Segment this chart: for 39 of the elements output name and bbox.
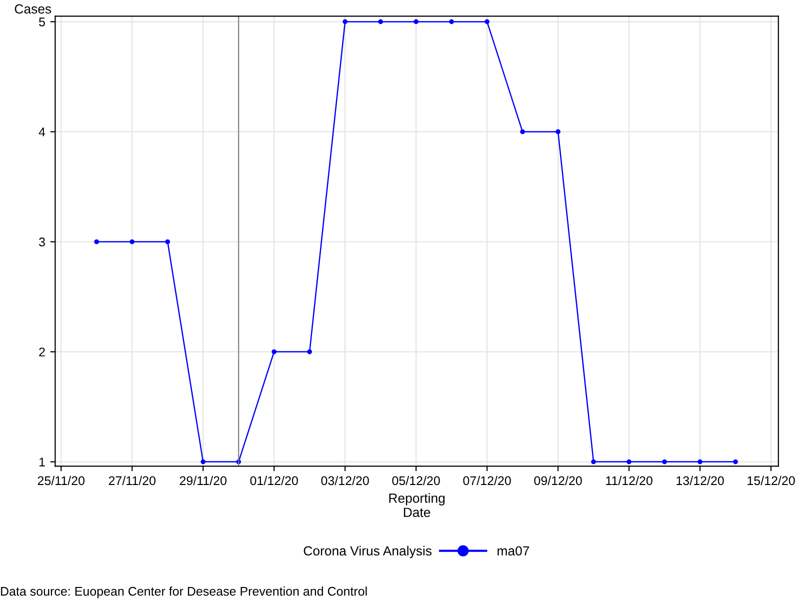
point [484, 19, 490, 24]
x-tick-label: 27/11/20 [108, 476, 156, 486]
point [307, 349, 312, 354]
point [591, 459, 596, 464]
point [662, 459, 667, 464]
y-tick-label: 2 [39, 348, 45, 356]
point [378, 19, 383, 24]
point [200, 459, 206, 464]
source-note: Data source: Euopean Center for Desease Prevention and Control [1, 586, 367, 598]
point [342, 19, 348, 24]
point [520, 129, 525, 134]
x-tick-label: 25/11/20 [38, 476, 84, 486]
point [733, 459, 738, 464]
point [94, 239, 100, 244]
point [556, 129, 560, 134]
point [130, 239, 135, 244]
x-axis-title: Reporting Date [389, 493, 445, 518]
x-tick-label: 05/12/20 [392, 476, 440, 486]
y-axis-title: Cases [14, 4, 52, 14]
point [698, 459, 702, 464]
y-tick-label: 1 [39, 458, 45, 466]
x-tick-label: 09/12/20 [534, 476, 582, 486]
point [272, 349, 277, 354]
y-tick-label: 3 [39, 238, 45, 246]
y-tick-label: 4 [38, 128, 46, 136]
y-tick-label: 5 [39, 18, 45, 26]
legend-label: ma07 [498, 546, 530, 556]
legend-title: Corona Virus Analysis [304, 546, 432, 558]
x-tick-label: 13/12/20 [676, 476, 724, 486]
point [626, 459, 632, 464]
point [414, 19, 418, 24]
x-tick-label: 07/12/20 [463, 476, 511, 486]
x-tick-label: 01/12/20 [250, 476, 298, 486]
x-tick-label: 15/12/20 [748, 476, 795, 486]
x-tick-label: 03/12/20 [321, 476, 369, 486]
x-tick-label: 11/12/20 [606, 476, 652, 486]
point [165, 239, 170, 244]
point [449, 19, 454, 24]
x-tick-label: 29/11/20 [180, 476, 226, 486]
